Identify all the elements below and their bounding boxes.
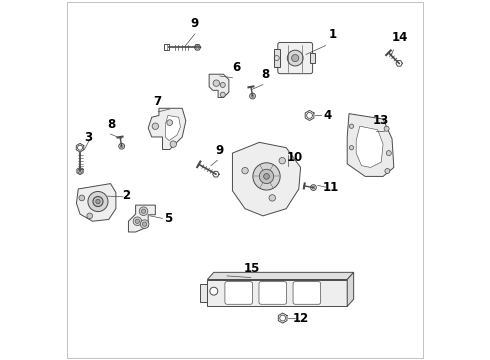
Text: 11: 11: [323, 181, 339, 194]
Circle shape: [384, 126, 389, 131]
FancyBboxPatch shape: [278, 42, 313, 74]
Text: 4: 4: [323, 109, 332, 122]
Circle shape: [167, 120, 172, 126]
Text: 2: 2: [122, 189, 131, 202]
FancyBboxPatch shape: [259, 282, 287, 304]
Polygon shape: [76, 184, 116, 221]
Circle shape: [220, 92, 225, 97]
Circle shape: [88, 192, 108, 212]
Text: 1: 1: [329, 28, 337, 41]
FancyBboxPatch shape: [293, 282, 320, 304]
Text: 5: 5: [164, 212, 172, 225]
Text: 7: 7: [153, 95, 162, 108]
FancyBboxPatch shape: [225, 282, 252, 304]
Polygon shape: [356, 126, 383, 167]
Polygon shape: [166, 116, 180, 140]
Bar: [165, 44, 169, 50]
Bar: [311, 53, 316, 63]
Text: 6: 6: [232, 61, 240, 74]
Circle shape: [141, 209, 146, 213]
Circle shape: [242, 167, 248, 174]
Bar: [273, 49, 280, 67]
Polygon shape: [209, 74, 229, 98]
Text: 9: 9: [191, 17, 199, 31]
Circle shape: [79, 195, 85, 201]
Circle shape: [386, 150, 392, 156]
Text: 8: 8: [262, 68, 270, 81]
Circle shape: [139, 207, 148, 216]
Circle shape: [264, 174, 270, 179]
Circle shape: [253, 163, 280, 190]
Polygon shape: [148, 108, 186, 149]
Polygon shape: [200, 284, 207, 302]
Polygon shape: [347, 114, 394, 176]
Text: 8: 8: [107, 117, 115, 131]
Circle shape: [292, 54, 299, 62]
Circle shape: [96, 199, 100, 204]
Polygon shape: [232, 142, 300, 216]
Circle shape: [210, 287, 218, 295]
Polygon shape: [207, 273, 354, 279]
Text: 10: 10: [287, 151, 303, 164]
Text: 12: 12: [293, 311, 309, 325]
Polygon shape: [347, 273, 354, 306]
Circle shape: [220, 82, 225, 87]
Circle shape: [87, 213, 93, 219]
Circle shape: [287, 50, 303, 66]
Text: 3: 3: [84, 131, 92, 144]
Circle shape: [269, 195, 275, 201]
Circle shape: [133, 217, 142, 226]
Polygon shape: [128, 205, 155, 232]
Circle shape: [152, 123, 159, 130]
Text: 15: 15: [243, 262, 260, 275]
Circle shape: [93, 197, 103, 207]
Circle shape: [170, 141, 176, 147]
FancyBboxPatch shape: [207, 279, 347, 306]
Text: 14: 14: [392, 31, 408, 44]
Text: 9: 9: [215, 144, 223, 157]
Circle shape: [349, 145, 354, 150]
Circle shape: [385, 168, 390, 174]
Circle shape: [279, 157, 286, 164]
Circle shape: [349, 124, 354, 129]
Circle shape: [135, 219, 140, 224]
Circle shape: [140, 220, 149, 228]
Circle shape: [143, 222, 147, 226]
Circle shape: [259, 169, 274, 184]
Circle shape: [213, 80, 220, 86]
Text: 13: 13: [373, 114, 390, 127]
